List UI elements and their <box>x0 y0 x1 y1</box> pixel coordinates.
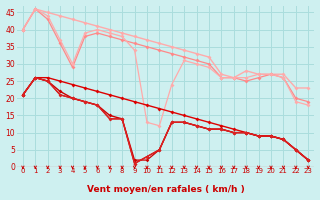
X-axis label: Vent moyen/en rafales ( km/h ): Vent moyen/en rafales ( km/h ) <box>87 185 244 194</box>
